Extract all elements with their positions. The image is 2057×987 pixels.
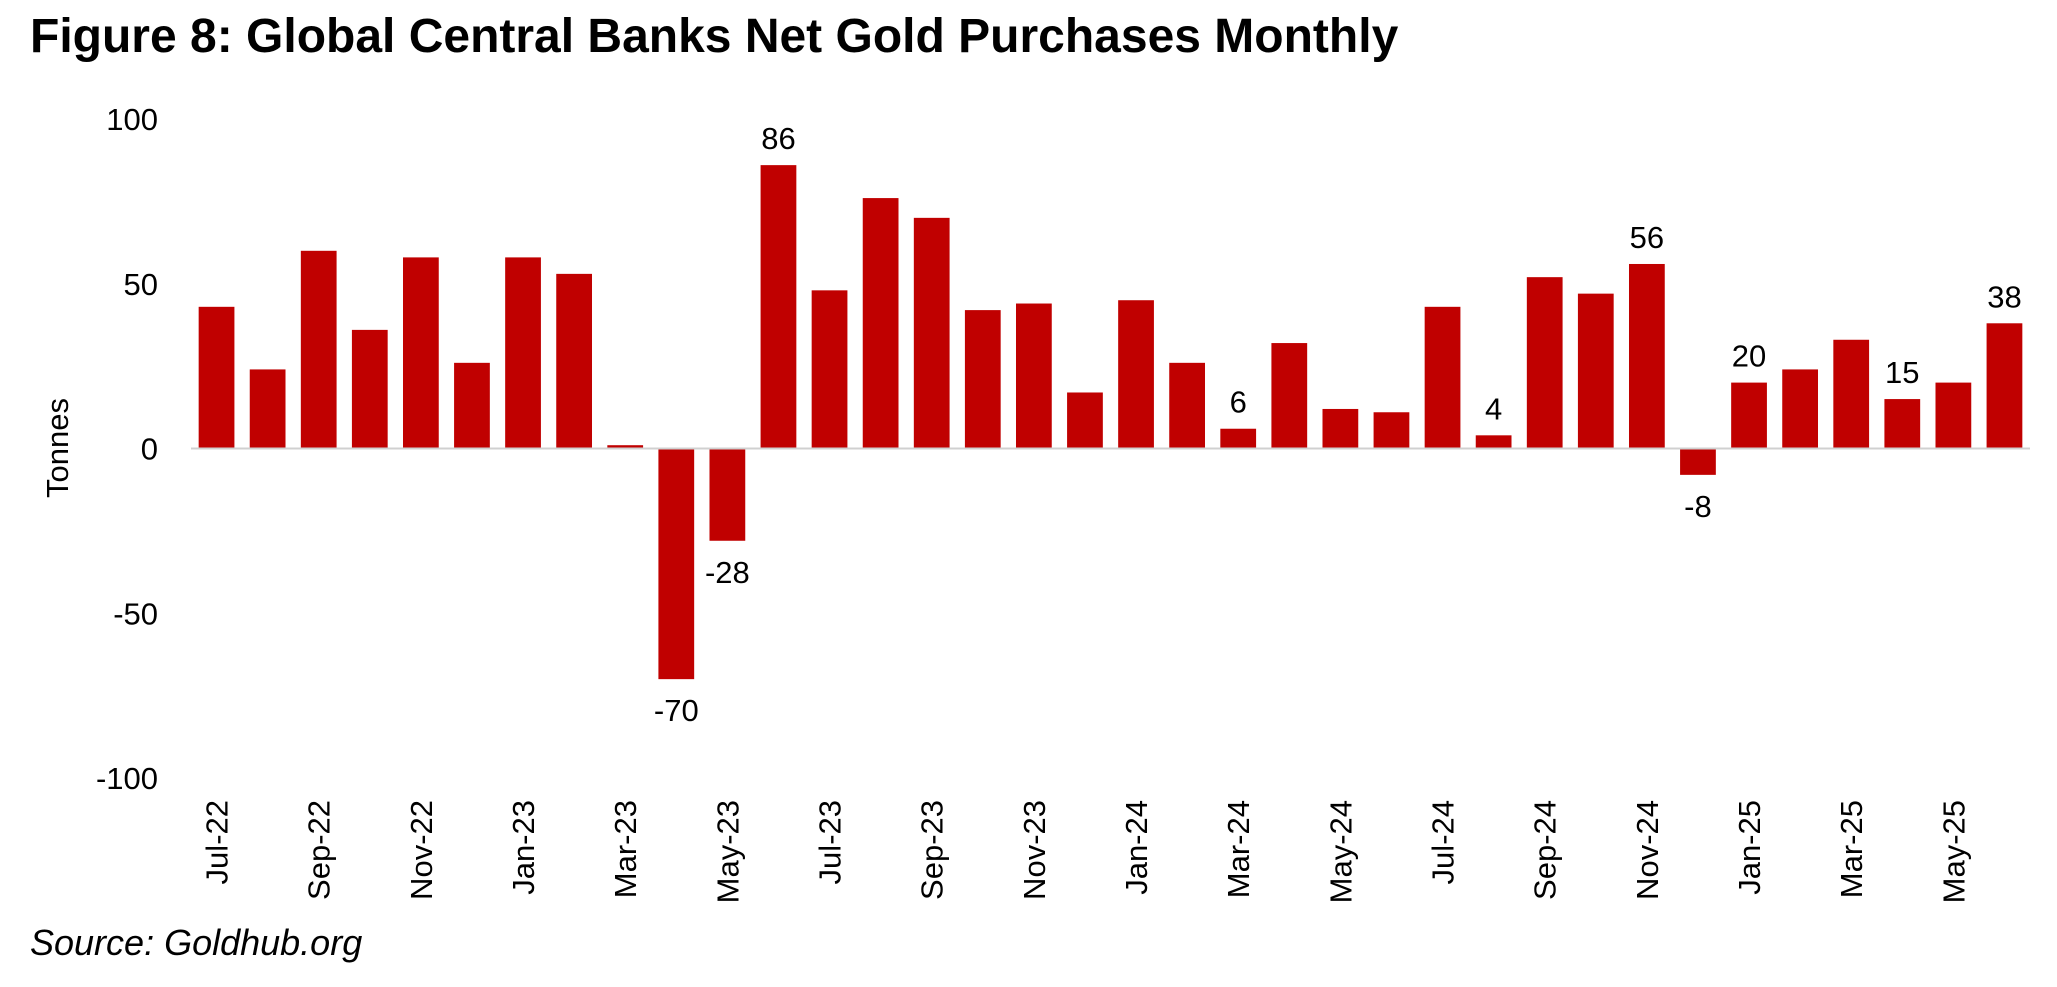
bar xyxy=(1986,323,2023,449)
x-tick-label: Jul-24 xyxy=(1426,800,1461,884)
y-tick-label: 100 xyxy=(106,102,158,137)
x-tick-label: Sep-23 xyxy=(915,800,950,900)
bar xyxy=(198,306,235,449)
bar xyxy=(1118,300,1154,449)
bar xyxy=(1271,343,1308,449)
bar xyxy=(1220,428,1257,449)
bar xyxy=(1731,382,1767,449)
bar xyxy=(1935,382,1972,449)
data-label: 86 xyxy=(761,121,795,156)
x-tick-label: Jan-23 xyxy=(506,800,541,895)
bar xyxy=(1782,369,1819,449)
bar xyxy=(862,198,899,449)
x-tick-label: May-23 xyxy=(710,800,745,903)
y-tick-label: 50 xyxy=(124,267,158,302)
bar xyxy=(454,362,490,449)
x-tick-label: Mar-25 xyxy=(1834,800,1869,898)
bar xyxy=(1169,362,1206,449)
data-label: 38 xyxy=(1987,279,2021,314)
bar xyxy=(1577,293,1614,449)
data-label: 20 xyxy=(1732,339,1766,374)
data-label: 4 xyxy=(1485,391,1502,426)
x-tick-label: May-24 xyxy=(1323,800,1358,903)
bar xyxy=(1373,412,1410,449)
x-tick-label: Jul-22 xyxy=(200,800,235,884)
bar xyxy=(556,273,593,449)
bar xyxy=(1475,435,1512,449)
data-label: 15 xyxy=(1885,355,1919,390)
bar xyxy=(1067,392,1103,449)
bar xyxy=(505,257,541,449)
x-tick-label: Jan-25 xyxy=(1732,800,1767,895)
y-tick-label: -100 xyxy=(96,761,158,796)
bar xyxy=(1884,399,1921,449)
bar xyxy=(300,250,337,449)
bar xyxy=(1526,277,1563,449)
source-note: Source: Goldhub.org xyxy=(30,922,362,963)
x-tick-label: Sep-22 xyxy=(302,800,337,900)
x-tick-label: Nov-23 xyxy=(1017,800,1052,900)
x-tick-label: Mar-24 xyxy=(1221,800,1256,898)
data-label: 56 xyxy=(1630,220,1664,255)
x-tick-label: Mar-23 xyxy=(608,800,643,898)
x-tick-label: May-25 xyxy=(1936,800,1971,903)
data-label: -28 xyxy=(705,555,750,590)
bar xyxy=(913,217,950,449)
y-tick-label: -50 xyxy=(113,596,158,631)
x-tick-label: Sep-24 xyxy=(1528,800,1563,900)
bar xyxy=(760,165,797,449)
bar xyxy=(1015,303,1052,449)
bar xyxy=(1628,263,1665,449)
bar xyxy=(1680,448,1716,475)
bar xyxy=(1833,339,1870,449)
bar xyxy=(351,329,388,449)
chart-title: Figure 8: Global Central Banks Net Gold … xyxy=(30,10,1399,63)
bar xyxy=(709,448,746,541)
bar xyxy=(964,310,1001,449)
data-label: -8 xyxy=(1684,489,1712,524)
bar xyxy=(658,448,695,680)
x-tick-label: Nov-22 xyxy=(404,800,439,900)
bar xyxy=(811,290,848,449)
data-label: 6 xyxy=(1230,385,1247,420)
bar xyxy=(249,369,286,449)
bar xyxy=(402,257,439,449)
y-axis-label: Tonnes xyxy=(40,398,75,498)
bar xyxy=(607,445,644,449)
x-tick-label: Nov-24 xyxy=(1630,800,1665,900)
data-label: -70 xyxy=(654,693,699,728)
bar xyxy=(1424,306,1461,449)
x-tick-label: Jul-23 xyxy=(813,800,848,884)
bar xyxy=(1322,408,1359,449)
y-tick-label: 0 xyxy=(141,432,158,467)
x-tick-label: Jan-24 xyxy=(1119,800,1154,895)
